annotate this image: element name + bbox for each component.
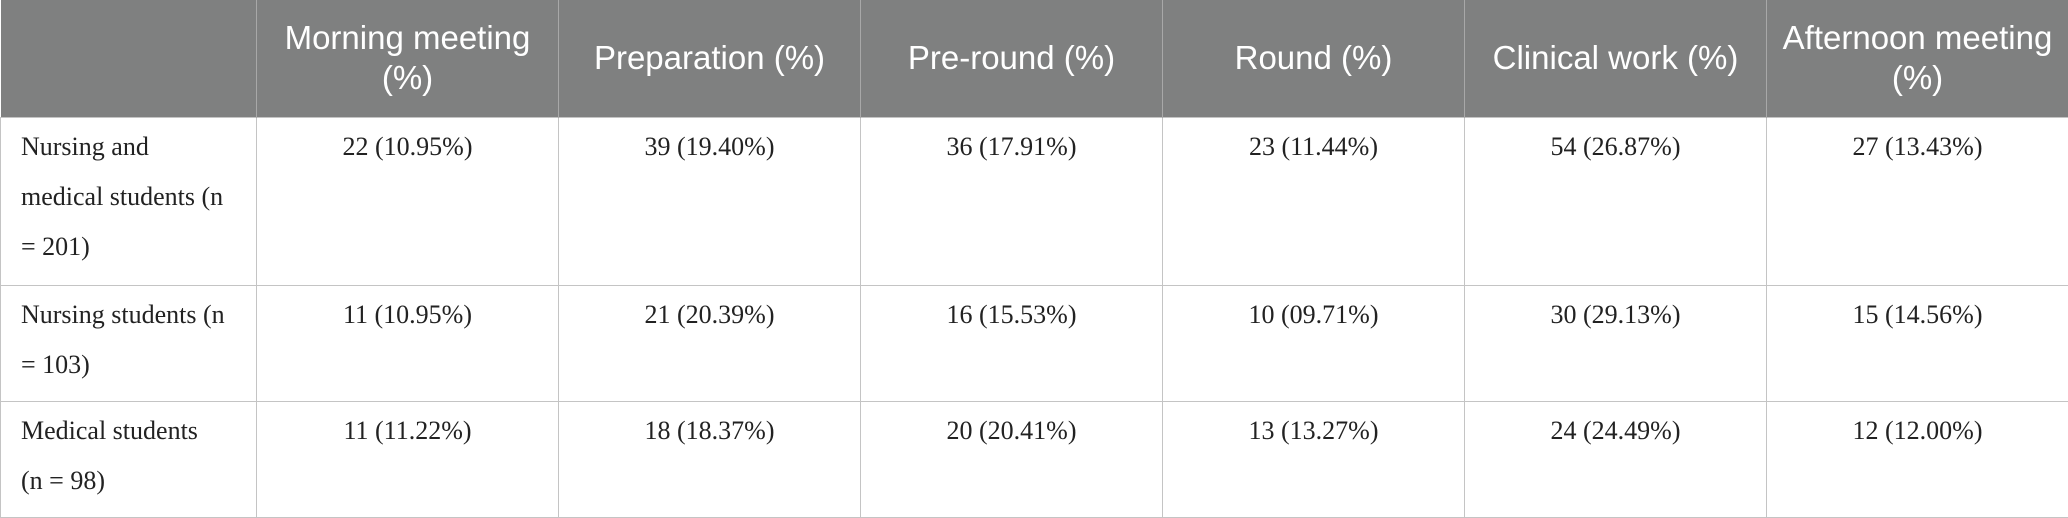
value-cell: 18 (18.37%) [559, 401, 861, 517]
value-cell: 36 (17.91%) [861, 117, 1163, 285]
value-cell: 27 (13.43%) [1767, 117, 2068, 285]
table-body: Nursing and medical students (n = 201)22… [1, 117, 2068, 517]
row-label: Nursing students (n = 103) [1, 285, 257, 401]
table-row: Nursing students (n = 103)11 (10.95%)21 … [1, 285, 2068, 401]
column-header: Clinical work (%) [1465, 0, 1767, 117]
value-cell: 11 (11.22%) [257, 401, 559, 517]
value-cell: 10 (09.71%) [1163, 285, 1465, 401]
column-header: Preparation (%) [559, 0, 861, 117]
value-cell: 15 (14.56%) [1767, 285, 2068, 401]
table-row: Medical students (n = 98)11 (11.22%)18 (… [1, 401, 2068, 517]
row-label: Medical students (n = 98) [1, 401, 257, 517]
value-cell: 12 (12.00%) [1767, 401, 2068, 517]
header-row: Morning meeting (%)Preparation (%)Pre-ro… [1, 0, 2068, 117]
value-cell: 20 (20.41%) [861, 401, 1163, 517]
column-header: Morning meeting (%) [257, 0, 559, 117]
column-header: Round (%) [1163, 0, 1465, 117]
value-cell: 24 (24.49%) [1465, 401, 1767, 517]
row-label: Nursing and medical students (n = 201) [1, 117, 257, 285]
corner-cell [1, 0, 257, 117]
value-cell: 13 (13.27%) [1163, 401, 1465, 517]
column-header: Pre-round (%) [861, 0, 1163, 117]
value-cell: 23 (11.44%) [1163, 117, 1465, 285]
value-cell: 39 (19.40%) [559, 117, 861, 285]
value-cell: 30 (29.13%) [1465, 285, 1767, 401]
value-cell: 22 (10.95%) [257, 117, 559, 285]
value-cell: 16 (15.53%) [861, 285, 1163, 401]
column-header: Afternoon meeting (%) [1767, 0, 2068, 117]
value-cell: 21 (20.39%) [559, 285, 861, 401]
value-cell: 11 (10.95%) [257, 285, 559, 401]
table-row: Nursing and medical students (n = 201)22… [1, 117, 2068, 285]
value-cell: 54 (26.87%) [1465, 117, 1767, 285]
